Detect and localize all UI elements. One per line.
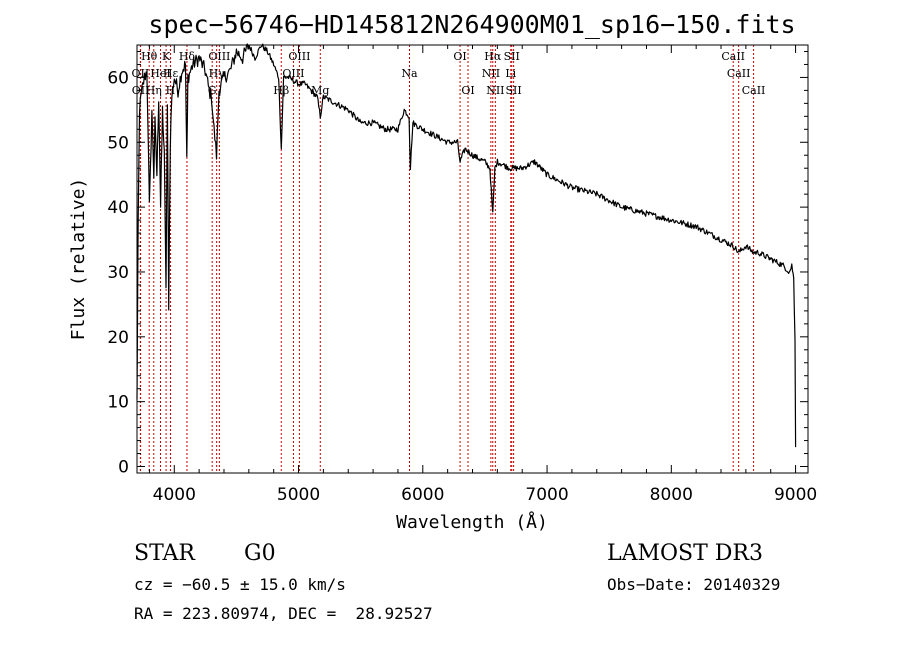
- x-tick-label-4: 8000: [650, 485, 693, 505]
- marker-label-9: G: [208, 84, 217, 97]
- marker-label-1: OII: [131, 67, 149, 80]
- x-tick-label-2: 6000: [401, 485, 444, 505]
- x-tick-label-1: 5000: [277, 485, 320, 505]
- marker-label-18: OI: [461, 84, 474, 97]
- emission-line-markers: [139, 45, 755, 473]
- marker-label-19: Hα: [484, 50, 502, 63]
- marker-label-23: Li: [505, 67, 516, 80]
- marker-label-20: NII: [482, 67, 500, 80]
- marker-label-17: OI: [453, 50, 466, 63]
- redshift-info: cz = −60.5 ± 15.0 km/s: [134, 575, 346, 594]
- marker-label-2: OII: [132, 84, 150, 97]
- y-tick-label-1: 10: [107, 393, 129, 413]
- y-axis-ticks: 0 10 20 30 40 50 60: [107, 50, 808, 478]
- x-axis-ticks: 4000 5000 6000 7000 8000 9000: [148, 45, 817, 505]
- marker-label-16: Na: [401, 67, 418, 80]
- marker-label-21: NII: [486, 84, 504, 97]
- marker-label-24: SII: [506, 84, 522, 97]
- plot-frame: [136, 44, 809, 474]
- object-class: STAR: [134, 541, 195, 566]
- marker-label-14: OIII: [288, 50, 310, 63]
- coordinates-info: RA = 223.80974, DEC = 28.92527: [134, 604, 433, 623]
- y-tick-label-4: 40: [107, 198, 129, 218]
- y-tick-label-2: 20: [107, 328, 129, 348]
- observation-date: Obs−Date: 20140329: [607, 575, 781, 594]
- marker-label-5: K: [162, 50, 171, 63]
- marker-label-4: HeI: [150, 67, 170, 80]
- marker-label-22: SII: [504, 50, 520, 63]
- x-tick-label-0: 4000: [153, 485, 196, 505]
- marker-label-11: Hγ: [209, 67, 226, 80]
- marker-label-7: Hε: [163, 67, 179, 80]
- marker-label-6: H: [166, 84, 176, 97]
- y-tick-label-6: 60: [107, 68, 129, 88]
- marker-label-26: CaII: [727, 67, 751, 80]
- spectrum-series: [136, 43, 797, 448]
- marker-label-3: Hη: [146, 84, 162, 97]
- survey-name: LAMOST DR3: [607, 541, 763, 566]
- marker-label-25: CaII: [721, 50, 745, 63]
- marker-label-10: OIII: [208, 50, 230, 63]
- y-tick-label-0: 0: [118, 458, 129, 478]
- marker-label-15: Mg: [311, 84, 329, 97]
- x-tick-label-5: 9000: [774, 485, 817, 505]
- y-axis-label: Flux (relative): [68, 178, 89, 341]
- marker-label-13: OIII: [282, 67, 304, 80]
- y-tick-label-3: 30: [107, 263, 129, 283]
- marker-labels: HθOIIOIIHηHeIKHHεHδGOIIIHγHβOIIIOIIIMgNa…: [131, 50, 765, 97]
- spectrum-line: [136, 43, 797, 448]
- x-tick-label-3: 7000: [525, 485, 568, 505]
- object-subclass: G0: [244, 541, 276, 566]
- chart-title: spec−56746−HD145812N264900M01_sp16−150.f…: [148, 10, 795, 39]
- marker-label-8: Hδ: [179, 50, 196, 63]
- y-tick-label-5: 50: [107, 133, 129, 153]
- marker-label-0: Hθ: [141, 50, 158, 63]
- marker-label-27: CaII: [742, 84, 766, 97]
- x-axis-label: Wavelength (Å): [396, 511, 548, 533]
- marker-label-12: Hβ: [273, 84, 289, 97]
